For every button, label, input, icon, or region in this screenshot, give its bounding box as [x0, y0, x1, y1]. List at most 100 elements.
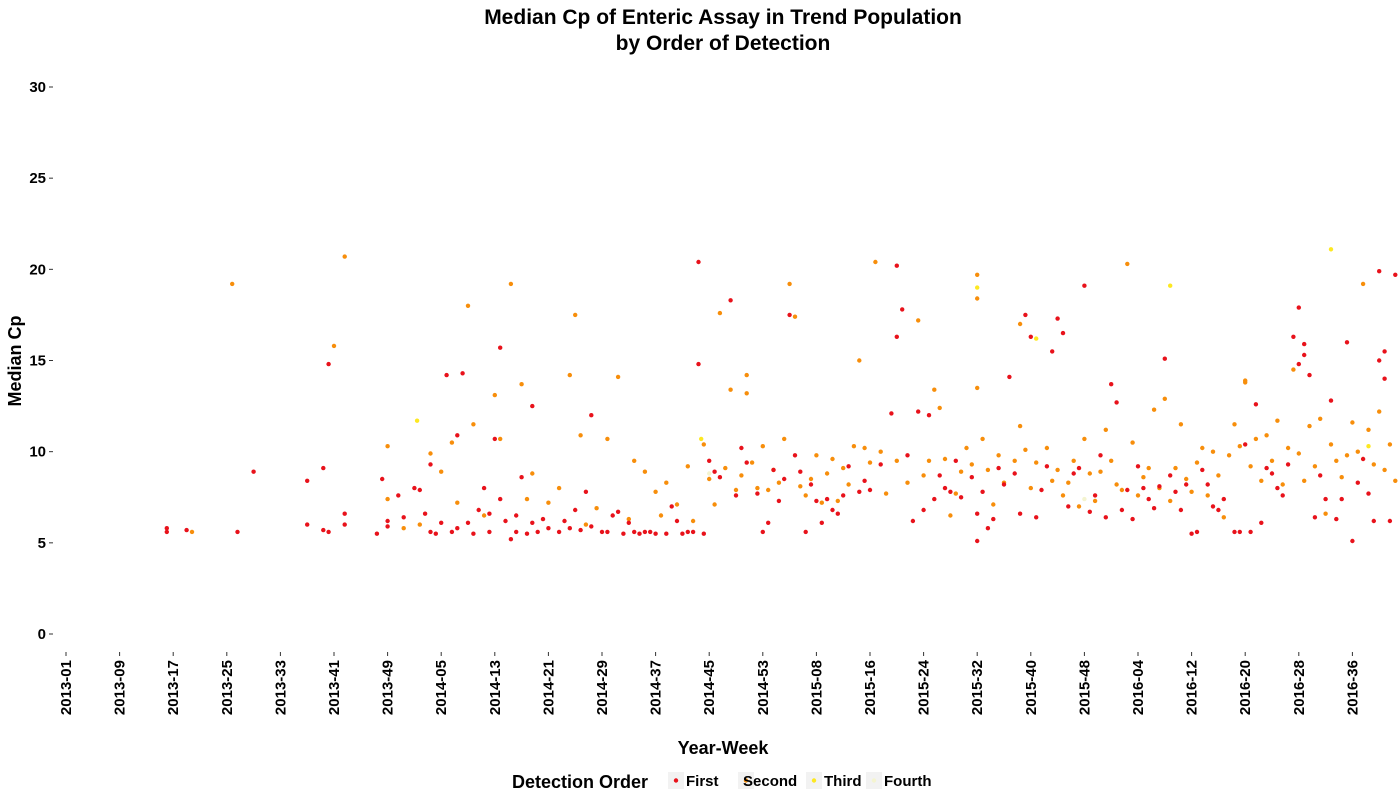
point-first [642, 529, 648, 535]
point-second [1350, 420, 1355, 425]
point-second [230, 281, 235, 287]
point-first [948, 489, 953, 494]
point-first [932, 496, 937, 502]
point-second [883, 491, 889, 496]
point-second [1243, 378, 1248, 383]
point-second [615, 374, 621, 380]
point-second [1151, 407, 1157, 412]
point-second [1280, 482, 1285, 487]
x-tick-label: 2014-05 [433, 660, 450, 715]
point-first [621, 531, 626, 536]
point-first [857, 489, 862, 494]
point-first [514, 513, 519, 518]
y-tick-label: 10 [29, 444, 46, 461]
point-second [658, 513, 664, 518]
point-second [782, 436, 787, 442]
point-first [733, 493, 739, 498]
point-first [1028, 334, 1034, 339]
point-second [701, 442, 706, 447]
point-second [948, 513, 953, 518]
point-first [1237, 529, 1243, 535]
point-first [717, 475, 723, 480]
point-second [1082, 436, 1087, 442]
point-second [1119, 487, 1125, 493]
point-first [696, 361, 701, 367]
point-second [1360, 281, 1366, 287]
legend-swatch-third [811, 778, 817, 783]
point-first [1291, 334, 1296, 339]
point-second [755, 485, 760, 491]
point-first [1248, 529, 1253, 535]
point-second [1205, 493, 1210, 498]
point-second [841, 465, 846, 471]
chart-title: Median Cp of Enteric Assay in Trend Popu… [484, 6, 962, 29]
point-first [755, 491, 760, 496]
point-first [599, 529, 605, 535]
point-second [996, 453, 1001, 458]
point-second [1253, 436, 1259, 442]
point-first [514, 529, 519, 535]
x-tick-label: 2014-37 [648, 660, 665, 715]
point-first [439, 520, 444, 525]
point-first [578, 527, 583, 533]
x-tick-label: 2016-12 [1184, 660, 1201, 715]
point-first [814, 498, 819, 504]
point-first [1302, 352, 1307, 358]
point-second [546, 500, 551, 505]
point-first [1328, 398, 1334, 403]
point-first [1007, 374, 1012, 380]
point-second [1232, 422, 1237, 427]
point-first [803, 529, 808, 535]
point-first [164, 529, 169, 535]
point-second [1323, 511, 1328, 516]
point-first [830, 507, 835, 513]
point-first [422, 511, 428, 516]
point-second [975, 385, 980, 391]
point-second [1076, 504, 1082, 509]
y-axis: 0 5 10 15 20 25 30 [29, 79, 53, 643]
point-second [894, 458, 899, 463]
point-first [428, 462, 433, 467]
point-fourth [707, 471, 712, 476]
point-first [342, 522, 347, 527]
x-tick-label: 2015-24 [916, 659, 933, 715]
point-first [164, 526, 169, 531]
y-tick-label: 20 [29, 261, 46, 278]
point-second [1098, 469, 1103, 474]
point-second [717, 310, 723, 316]
point-second [873, 259, 878, 265]
point-first [900, 307, 905, 312]
point-first [1382, 376, 1387, 381]
point-first [1296, 361, 1302, 367]
x-tick-label: 2015-32 [969, 660, 986, 715]
point-second [578, 433, 583, 438]
point-second [749, 460, 755, 465]
point-second [1194, 460, 1200, 465]
point-first [1141, 485, 1146, 491]
point-second [1366, 427, 1371, 432]
point-second [1210, 449, 1216, 454]
point-second [792, 314, 798, 319]
point-first [1194, 529, 1200, 535]
point-first [894, 263, 899, 268]
point-first [696, 259, 701, 265]
point-first [712, 469, 717, 474]
point-first [969, 475, 974, 480]
x-tick-label: 2013-17 [165, 660, 182, 715]
point-first [1044, 464, 1050, 469]
point-second [835, 498, 840, 504]
point-first [862, 478, 867, 483]
point-second [1339, 475, 1344, 480]
point-first [776, 498, 782, 504]
x-axis: 2013-01 2013-09 2013-17 2013-25 2013-33 2013-… [58, 652, 1400, 715]
point-first [1092, 493, 1098, 498]
point-second [385, 444, 390, 449]
y-axis-title: Median Cp [5, 315, 25, 406]
x-tick-label: 2016-44 [1398, 659, 1400, 715]
legend-title: Detection Order [512, 772, 648, 792]
point-first [664, 531, 669, 536]
point-second [626, 516, 631, 522]
point-third [975, 285, 980, 290]
point-first [690, 529, 696, 535]
